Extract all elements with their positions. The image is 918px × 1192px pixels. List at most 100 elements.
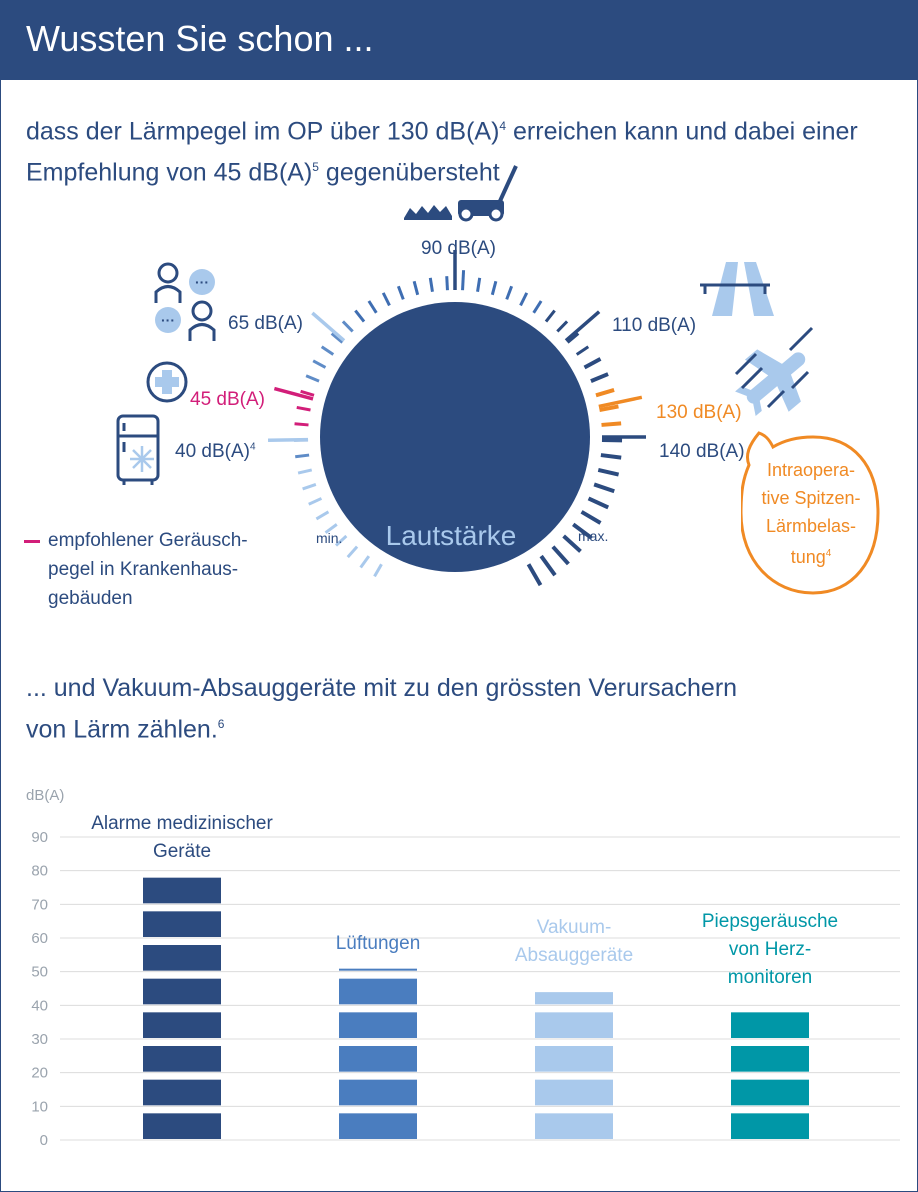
- gauge-tick: [593, 482, 615, 494]
- y-tick-label: 30: [31, 1031, 48, 1048]
- intro-line1-pre: dass der Lärmpegel im OP über 130 dB(A): [26, 117, 500, 146]
- bar-segment: [731, 1079, 809, 1106]
- gauge-tick: [532, 300, 543, 314]
- gauge-pointer-line: [267, 437, 309, 443]
- volume-dial: [320, 302, 590, 572]
- gauge-tick: [367, 300, 378, 314]
- intro-line1-post: erreichen kann und dabei einer: [506, 117, 858, 146]
- bar-title-heart-monitors: Piepsgeräusche von Herz- monitoren: [680, 908, 860, 992]
- gauge-tick: [305, 374, 320, 383]
- gauge-label-40-text: 40 dB(A): [175, 441, 250, 462]
- bar-segment: [535, 1079, 613, 1106]
- bar-segment: [535, 992, 613, 1005]
- gauge-tick: [476, 277, 482, 292]
- gauge-tick: [505, 285, 514, 300]
- footnote-ref-4: 4: [499, 119, 507, 133]
- legend-text: empfohlener Geräusch- pegel in Krankenha…: [48, 526, 278, 613]
- gauge-label-140: 140 dB(A): [659, 441, 745, 462]
- gauge-tick: [539, 554, 557, 577]
- gauge-tick: [597, 467, 620, 477]
- bar-segment: [535, 1012, 613, 1038]
- gauge-tick: [315, 510, 330, 521]
- gauge-tick: [324, 523, 338, 534]
- bar-title-line: Geräte: [152, 841, 212, 862]
- bubble-line4: tung: [790, 547, 826, 567]
- gauge-tick: [296, 405, 311, 412]
- speech-bubble: [741, 431, 880, 595]
- gauge-label-40: 40 dB(A)4: [175, 441, 256, 463]
- bar-title-alarms: Alarme medizinischer Geräte: [62, 810, 302, 866]
- gauge-tick: [587, 496, 610, 510]
- y-tick-label: 80: [31, 863, 48, 880]
- gauge-tick: [595, 388, 615, 398]
- gauge-tick: [302, 483, 317, 491]
- bar-title-ventilation: Lüftungen: [298, 930, 458, 958]
- intro-text: dass der Lärmpegel im OP über 130 dB(A)4…: [26, 108, 886, 191]
- y-tick-label: 40: [31, 997, 48, 1014]
- gauge-tick: [566, 332, 580, 344]
- bar-segment: [143, 877, 221, 904]
- lawn-mower-icon: [404, 165, 518, 222]
- header-banner: Wussten Sie schon ...: [0, 0, 918, 80]
- gauge-tick: [580, 510, 602, 525]
- y-tick-label: 10: [31, 1098, 48, 1115]
- airplane-icon: [734, 326, 814, 416]
- gauge-label-130: 130 dB(A): [656, 402, 742, 423]
- gauge-tick: [295, 453, 310, 459]
- bubble-line2: tive Spitzen-: [761, 488, 861, 508]
- dial-label: Lautstärke: [385, 520, 517, 551]
- gauge-min-label: min.: [316, 530, 343, 546]
- gauge-tick: [599, 404, 619, 412]
- gauge-pointer-line: [311, 311, 346, 342]
- bar-segment: [339, 1046, 417, 1072]
- gauge-tick: [335, 534, 348, 547]
- gauge-tick: [445, 276, 449, 291]
- gauge-tick: [490, 280, 498, 296]
- gauge-ticks: [267, 250, 646, 587]
- gauge-tick: [297, 468, 313, 475]
- bar-title-line: Absauggeräte: [514, 945, 634, 966]
- gauge-tick: [583, 357, 602, 370]
- gauge-tick: [341, 320, 354, 333]
- gauge-tick: [572, 522, 593, 540]
- gauge-tick: [461, 270, 466, 291]
- conversation-icon: ··· ···: [154, 262, 216, 341]
- bar-title-line: monitoren: [727, 967, 813, 988]
- bar-title-line: Lüftungen: [335, 933, 421, 954]
- noise-bar-chart: dB(A) 0 10 20 30 40 50 60 70 80 90: [26, 787, 900, 1149]
- gauge-tick: [544, 309, 556, 323]
- bar-title-line: Piepsgeräusche: [701, 911, 839, 932]
- y-axis-label: dB(A): [26, 787, 64, 804]
- bar-segment: [535, 1046, 613, 1072]
- bar-segment: [143, 978, 221, 1005]
- svg-text:···: ···: [195, 274, 209, 290]
- gauge-tick: [551, 545, 570, 566]
- legend-line1: empfohlener Geräusch-: [48, 530, 248, 551]
- gauge-tick: [294, 422, 309, 427]
- medical-cross-icon: [146, 361, 188, 403]
- gauge-tick: [330, 332, 344, 344]
- gauge-tick: [320, 345, 335, 356]
- intro-line2-post: gegenübersteht: [318, 158, 500, 187]
- highway-icon: [700, 262, 774, 316]
- bar-segment: [339, 1012, 417, 1038]
- gauge-pointer-line: [564, 310, 601, 342]
- bar-title-vacuum: Vakuum- Absauggeräte: [494, 914, 654, 970]
- footnote-ref-6: 6: [217, 717, 225, 731]
- fridge-icon: [116, 414, 160, 485]
- gauge-tick: [526, 563, 543, 587]
- gauge-tick: [562, 534, 582, 553]
- legend-line2: pegel in Krankenhaus-: [48, 559, 239, 580]
- gauge-tick: [381, 292, 391, 307]
- bar-title-line: Alarme medizinischer: [91, 813, 273, 834]
- intro2-text: ... und Vakuum-Absauggeräte mit zu den g…: [26, 670, 886, 747]
- bar-segment: [143, 945, 221, 971]
- footnote-ref-5: 5: [312, 160, 319, 175]
- gauge-tick: [519, 292, 529, 307]
- bar-segment: [339, 968, 417, 971]
- intro2-line1: ... und Vakuum-Absauggeräte mit zu den g…: [26, 674, 738, 702]
- legend-line3: gebäuden: [48, 588, 133, 609]
- gauge-tick: [556, 320, 569, 333]
- gauge-tick: [600, 453, 622, 460]
- gauge-tick: [354, 309, 366, 323]
